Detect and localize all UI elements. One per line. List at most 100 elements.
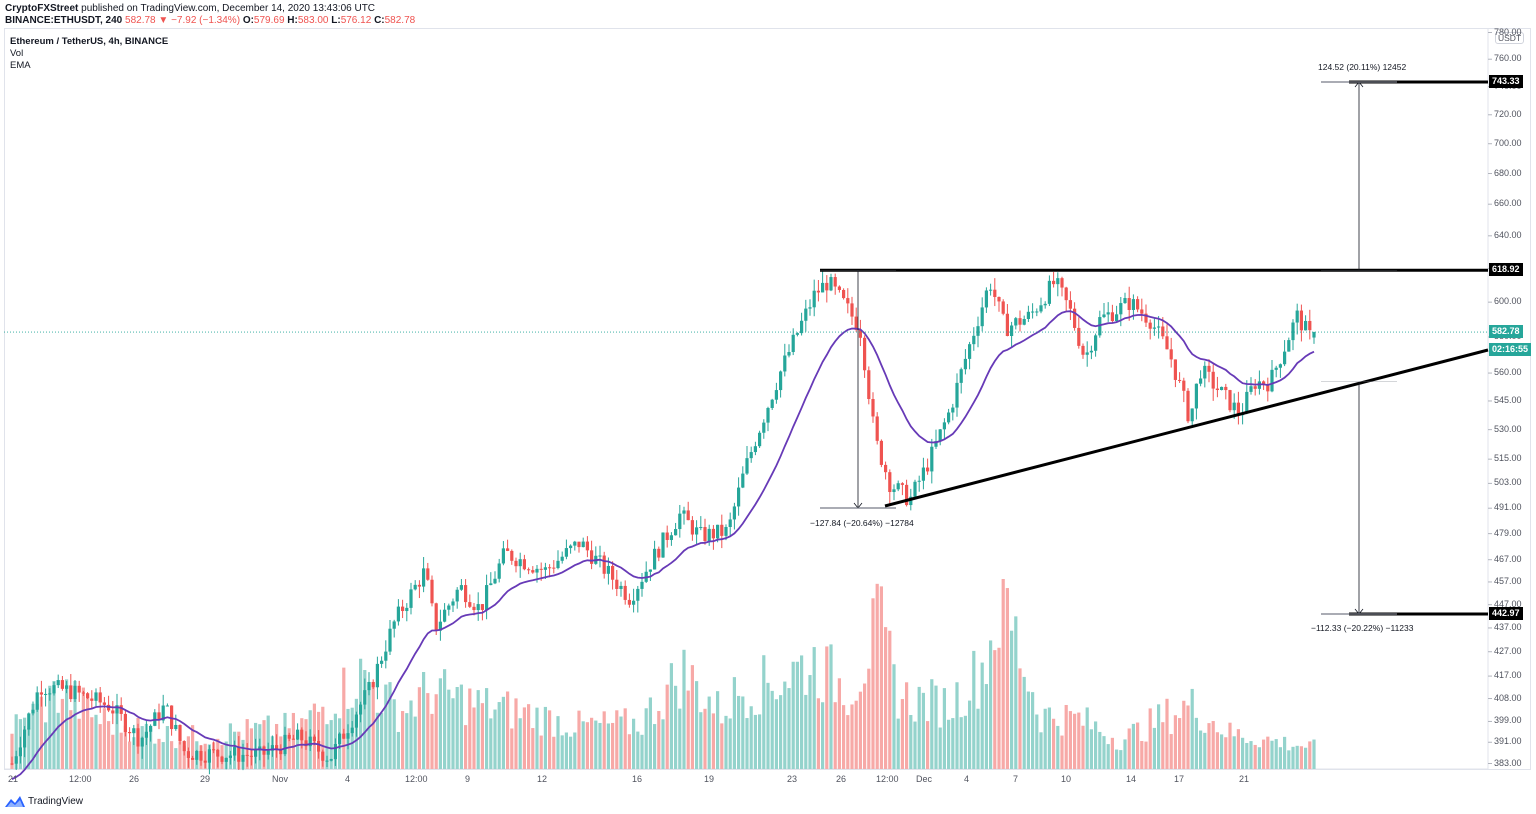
legend-vol[interactable]: Vol (10, 48, 24, 59)
volume-bar (212, 742, 216, 769)
volume-bar (476, 690, 480, 769)
volume-bar (888, 630, 892, 769)
candle-body (527, 569, 531, 571)
volume-bar (896, 718, 900, 769)
volume-bar (426, 693, 430, 769)
volume-bar (921, 692, 925, 769)
candle-body (401, 606, 405, 612)
volume-bar (489, 718, 493, 769)
candle-body (149, 725, 153, 732)
candle-body (989, 289, 993, 291)
price-tick: 545.00 (1494, 394, 1522, 405)
candle-body (52, 685, 56, 694)
volume-bar (947, 719, 951, 769)
volume-bar (1211, 721, 1215, 769)
candle-body (220, 756, 224, 762)
volume-bar (884, 627, 888, 769)
measurement-label: −127.84 (−20.64%) −12784 (810, 518, 914, 528)
candle-body (447, 605, 451, 610)
volume-bar (1291, 746, 1295, 769)
candle-body (518, 559, 522, 567)
candle-body (228, 755, 232, 758)
candle-body (10, 763, 14, 765)
candle-body (283, 734, 287, 755)
candle-body (178, 724, 182, 742)
candle-body (539, 568, 543, 570)
volume-bar (930, 679, 934, 769)
time-tick: 12:00 (876, 774, 899, 784)
measurement-label: 124.52 (20.11%) 12452 (1318, 62, 1407, 72)
candle-body (615, 579, 619, 589)
volume-bar (741, 696, 745, 769)
candle-body (86, 693, 90, 699)
candle-body (825, 282, 829, 291)
candle-body (1232, 402, 1236, 411)
candle-body (1224, 386, 1228, 391)
candle-body (94, 692, 98, 701)
candle-body (304, 740, 308, 747)
candle-body (81, 692, 85, 694)
volume-bar (611, 722, 615, 769)
candle-body (1157, 326, 1161, 328)
volume-bar (598, 722, 602, 769)
volume-bar (98, 724, 102, 769)
candle-body (207, 749, 211, 763)
candle-body (632, 600, 636, 605)
volume-bar (837, 678, 841, 769)
candle-body (770, 399, 774, 408)
volume-bar (909, 715, 913, 769)
volume-bar (1207, 723, 1211, 769)
candle-body (938, 429, 942, 442)
price-tick: 391.00 (1494, 736, 1522, 747)
volume-bar (39, 696, 43, 769)
candle-body (1039, 305, 1043, 312)
candle-body (266, 750, 270, 755)
candle-body (888, 472, 892, 493)
volume-bar (413, 716, 417, 769)
candle-body (1249, 386, 1253, 392)
price-tick: 660.00 (1494, 198, 1522, 209)
volume-bar (1295, 745, 1299, 769)
candle-body (648, 569, 652, 572)
candle-body (1190, 408, 1194, 422)
candle-body (493, 578, 497, 584)
candle-body (606, 565, 610, 574)
candle-body (1026, 311, 1030, 319)
volume-bar (1190, 688, 1194, 769)
candle-body (522, 559, 526, 570)
volume-bar (636, 731, 640, 769)
volume-bar (417, 687, 421, 769)
candle-body (136, 728, 140, 747)
tradingview-brand[interactable]: TradingView (5, 795, 83, 807)
candle-body (707, 528, 711, 542)
candle-body (48, 693, 52, 695)
candle-body (312, 736, 316, 742)
volume-bar (787, 688, 791, 769)
volume-bar (917, 686, 921, 769)
candle-body (573, 541, 577, 546)
candle-body (1014, 318, 1018, 326)
legend-ema[interactable]: EMA (10, 60, 31, 71)
volume-bar (1262, 739, 1266, 769)
volume-bar (1220, 734, 1224, 769)
high-label: H: (287, 15, 298, 26)
volume-bar (321, 706, 325, 769)
legend-title[interactable]: Ethereum / TetherUS, 4h, BINANCE (10, 36, 169, 47)
volume-bar (926, 721, 930, 769)
volume-bar (86, 698, 90, 769)
candle-body (1018, 318, 1022, 325)
volume-bar (745, 718, 749, 769)
candle-body (275, 745, 279, 749)
candle-body (392, 621, 396, 629)
volume-bar (632, 718, 636, 769)
candle-body (602, 555, 606, 574)
volume-bar (795, 661, 799, 769)
candle-body (161, 705, 165, 721)
currency-badge[interactable]: USDT (1495, 32, 1525, 44)
volume-bar (1165, 698, 1169, 769)
volume-bar (1287, 750, 1291, 769)
volume-bar (791, 661, 795, 769)
candle-body (1211, 371, 1215, 389)
candle-body (451, 601, 455, 606)
